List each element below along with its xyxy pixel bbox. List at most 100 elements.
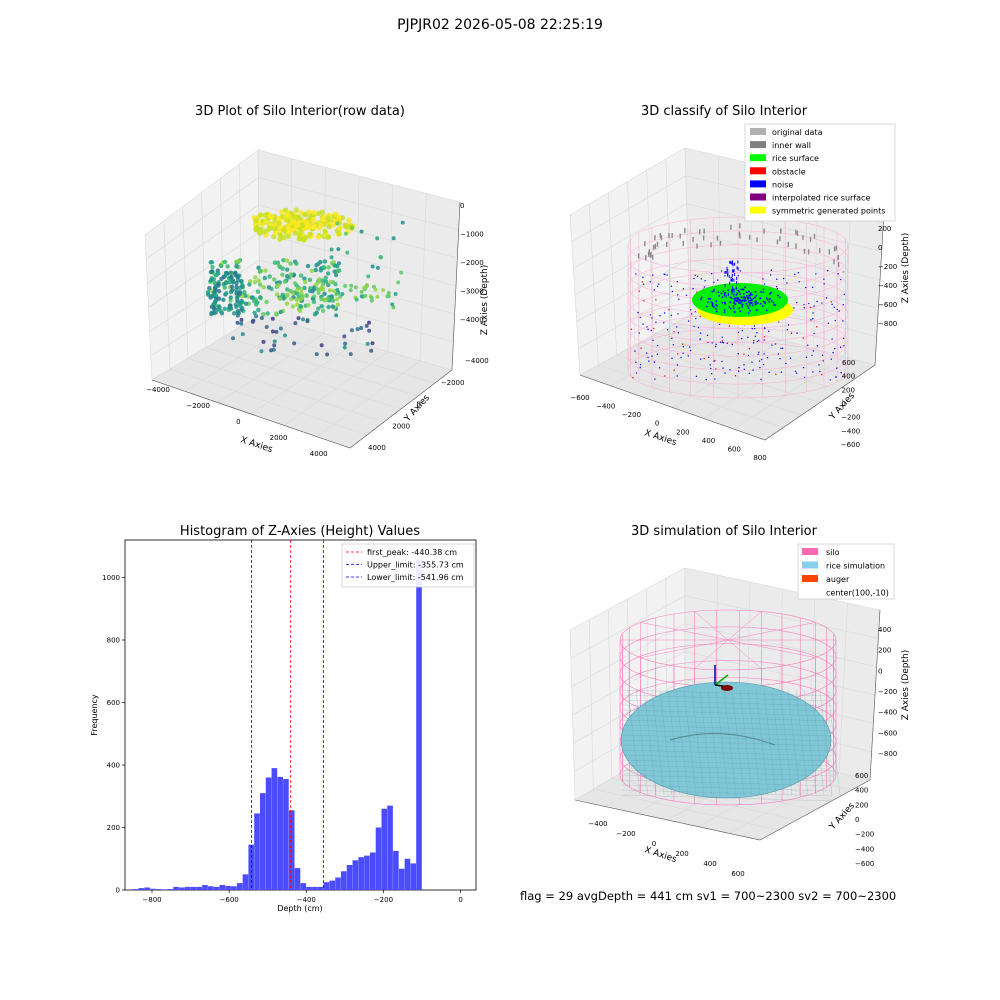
inner-wall-point xyxy=(807,249,810,255)
obstacle-point xyxy=(668,309,670,311)
noise-point xyxy=(740,301,742,304)
histogram-bar xyxy=(404,858,411,890)
noise-point xyxy=(710,301,713,304)
inner-wall-point xyxy=(710,242,712,248)
scatter-point xyxy=(312,312,318,317)
inner-wall-point xyxy=(654,235,656,241)
scatter-point xyxy=(323,275,328,281)
histogram-bar xyxy=(387,805,393,890)
surface-mesh-line xyxy=(731,689,745,796)
surface-mesh-line xyxy=(811,689,825,796)
scatter-point xyxy=(319,209,325,215)
tick-label: 200 xyxy=(878,225,891,233)
scatter-point xyxy=(253,275,258,280)
noise-point xyxy=(749,309,751,312)
inner-wall-point xyxy=(739,223,741,229)
noise-point xyxy=(639,316,641,319)
silo-roof-line xyxy=(727,639,762,669)
legend-label: noise xyxy=(772,180,793,189)
scatter-point xyxy=(330,298,336,303)
noise-point xyxy=(838,310,840,312)
obstacle-point xyxy=(632,377,634,379)
noise-point xyxy=(656,344,659,347)
scatter-point xyxy=(318,222,324,229)
scatter-point xyxy=(254,314,259,319)
obstacle-point xyxy=(640,347,642,349)
silo-roof-line xyxy=(640,622,729,641)
obstacle-point xyxy=(714,359,716,362)
noise-point xyxy=(743,299,746,302)
scatter-point xyxy=(373,287,378,292)
noise-point xyxy=(764,301,766,304)
noise-point xyxy=(793,307,795,309)
histogram-title: Histogram of Z-Axies (Height) Values xyxy=(179,524,421,539)
scatter-point xyxy=(305,220,311,226)
noise-point xyxy=(749,297,752,299)
surface-mesh-line xyxy=(699,689,713,796)
y-tick-label: 600 xyxy=(107,699,120,707)
noise-point xyxy=(808,302,810,305)
inner-wall-point xyxy=(818,248,821,254)
noise-point xyxy=(713,281,715,284)
noise-point xyxy=(654,378,656,380)
x-tick-label: −400 xyxy=(297,896,316,904)
noise-point xyxy=(843,345,845,347)
inner-wall-point xyxy=(749,234,751,240)
scatter-point xyxy=(312,294,317,299)
noise-point xyxy=(730,260,732,264)
scatter-point xyxy=(239,317,244,322)
scatter-point xyxy=(285,274,290,279)
x-tick-label: −600 xyxy=(220,896,239,904)
y-tick-label: 200 xyxy=(107,824,120,832)
scatter-point xyxy=(238,303,243,308)
noise-point xyxy=(653,289,656,291)
noise-point xyxy=(832,351,834,354)
simulation-3d-plot: X Axies Y Axies Z Axies (Depth) −400 −200… xyxy=(569,543,911,878)
surface-mesh-line xyxy=(667,689,681,796)
scatter-point xyxy=(322,291,327,297)
noise-point xyxy=(676,364,679,366)
scatter-point xyxy=(300,293,305,298)
noise-point xyxy=(664,273,666,276)
obstacle-point xyxy=(743,353,745,355)
noise-point xyxy=(806,344,809,346)
tick-label: 200 xyxy=(842,386,855,394)
noise-point xyxy=(747,298,750,300)
noise-point xyxy=(735,281,737,285)
noise-point xyxy=(722,342,725,344)
noise-point xyxy=(749,299,752,302)
noise-point xyxy=(736,300,739,303)
noise-point xyxy=(735,299,737,302)
tick-label: −400 xyxy=(878,709,897,717)
scatter-point xyxy=(304,293,309,298)
scatter-point xyxy=(386,294,391,299)
classify-3d-plot: X Axies Y Axies Z Axies (Depth) −600−400… xyxy=(569,123,911,462)
surface-mesh-line xyxy=(621,754,833,762)
noise-point xyxy=(748,372,751,375)
tick-label: 0 xyxy=(878,244,882,252)
scatter-point xyxy=(369,348,374,353)
tick-label: −4000 xyxy=(465,357,489,365)
scatter-point xyxy=(326,304,331,310)
inner-wall-point xyxy=(837,262,840,268)
surface-mesh-line xyxy=(621,749,833,757)
tick-label: −2000 xyxy=(186,402,210,410)
scatter-point xyxy=(359,229,364,234)
noise-point xyxy=(743,364,745,366)
noise-point xyxy=(812,371,814,373)
legend-label: rice surface xyxy=(772,154,819,163)
scatter-point xyxy=(301,317,306,322)
scatter-point xyxy=(390,302,395,307)
scatter-point xyxy=(393,292,398,297)
noise-point xyxy=(715,310,718,313)
legend-label: Lower_limit: -541.96 cm xyxy=(367,573,464,582)
tick-label: 400 xyxy=(878,626,891,634)
scatter-point xyxy=(359,294,364,299)
histogram-bar xyxy=(410,863,417,890)
noise-point xyxy=(762,291,765,294)
scatter-point xyxy=(274,292,280,297)
noise-point xyxy=(721,296,724,299)
tick-label: −2000 xyxy=(441,379,465,387)
noise-point xyxy=(740,288,742,291)
noise-point xyxy=(819,370,821,373)
